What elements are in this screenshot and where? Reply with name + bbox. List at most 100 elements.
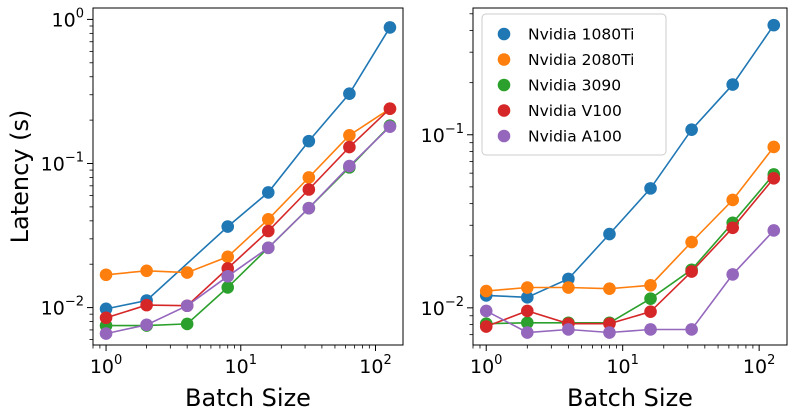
data-point — [767, 224, 781, 237]
legend-label: Nvidia V100 — [528, 102, 622, 120]
data-point — [521, 281, 534, 294]
data-point — [180, 299, 194, 313]
series-line — [486, 173, 775, 325]
data-point — [221, 269, 235, 283]
series-line — [485, 229, 775, 334]
legend-marker — [497, 129, 511, 143]
y-tick-label: 10−2 — [421, 295, 464, 320]
data-point — [685, 323, 698, 336]
data-point — [726, 268, 739, 281]
y-tick-label: 10−2 — [41, 295, 84, 320]
panel-1: 100 101 102 10−2 10−1 100 Batch Size Latency (s… — [6, 6, 404, 412]
data-point — [644, 278, 657, 292]
legend-marker — [497, 104, 511, 117]
data-point — [343, 140, 356, 154]
data-point — [726, 78, 739, 91]
data-point — [479, 320, 493, 333]
y-tick-label: 100 — [52, 6, 84, 31]
legend-box — [481, 13, 667, 156]
data-point — [343, 128, 356, 142]
data-point — [140, 298, 153, 312]
series-nvidia-v100 — [479, 172, 781, 333]
data-point — [562, 281, 575, 294]
data-point — [521, 316, 534, 330]
data-point — [302, 134, 316, 148]
data-point — [99, 327, 113, 340]
data-point — [343, 87, 356, 101]
data-point — [521, 291, 534, 304]
data-point — [221, 281, 235, 294]
x-tick-label: 100 — [470, 353, 502, 378]
data-point — [562, 272, 575, 286]
data-point — [479, 304, 493, 318]
series-nvidia-a100 — [99, 120, 397, 340]
series-line — [106, 108, 391, 276]
data-point — [767, 172, 781, 185]
series-nvidia-2080ti — [479, 140, 781, 298]
data-point — [521, 326, 534, 339]
data-point — [767, 18, 781, 32]
data-point — [644, 323, 657, 336]
data-point — [180, 266, 194, 279]
data-point — [767, 140, 781, 154]
legend-label: Nvidia 2080Ti — [528, 51, 634, 69]
data-point — [726, 221, 739, 235]
plot-frame — [92, 7, 404, 346]
panel-2: 100 101 102 10−2 10−1 Batch Size Nvidia 1080Ti… — [421, 7, 788, 412]
x-tick-label: 101 — [225, 353, 257, 378]
x-tick-label: 101 — [606, 353, 638, 378]
data-point — [99, 311, 113, 325]
data-point — [99, 302, 113, 316]
plot-frame — [472, 7, 788, 346]
data-point — [302, 201, 316, 215]
data-point — [261, 186, 275, 199]
data-point — [644, 305, 657, 319]
series-line — [486, 146, 775, 292]
x-tick-label: 102 — [743, 353, 775, 378]
data-point — [644, 292, 657, 305]
series-line — [485, 177, 775, 328]
legend-marker — [497, 53, 511, 66]
legend-marker — [497, 78, 511, 92]
data-point — [180, 317, 194, 331]
data-point — [343, 159, 356, 173]
series-line — [105, 126, 391, 335]
legend-label: Nvidia A100 — [528, 128, 622, 146]
x-axis-label: Batch Size — [567, 384, 693, 412]
data-point — [261, 241, 275, 255]
data-point — [685, 235, 698, 249]
data-point — [726, 193, 739, 207]
y-axis-label: Latency (s) — [6, 110, 34, 244]
series-nvidia-a100 — [479, 224, 781, 339]
data-point — [603, 282, 616, 296]
data-point — [479, 284, 493, 298]
x-axis-label: Batch Size — [185, 384, 311, 412]
data-point — [685, 265, 698, 278]
data-point — [302, 171, 316, 184]
y-tick-label: 10−1 — [41, 150, 84, 175]
legend-marker — [497, 27, 511, 41]
x-tick-label: 102 — [359, 353, 391, 378]
data-point — [644, 182, 657, 195]
legend: Nvidia 1080Ti Nvidia 2080Ti Nvidia 3090 Nvi… — [481, 13, 667, 156]
data-point — [521, 304, 534, 318]
data-point — [221, 250, 235, 264]
legend-label: Nvidia 1080Ti — [528, 26, 634, 44]
data-point — [383, 102, 397, 116]
data-point — [562, 323, 575, 336]
y-tick-label: 10−1 — [421, 122, 464, 147]
data-point — [261, 224, 275, 238]
series-nvidia-2080ti — [99, 102, 397, 282]
series-line — [105, 108, 391, 319]
data-point — [221, 220, 235, 233]
series-line — [486, 24, 775, 299]
data-point — [140, 318, 153, 332]
data-point — [603, 317, 616, 330]
data-point — [261, 212, 275, 226]
data-point — [99, 268, 113, 282]
data-point — [383, 120, 397, 134]
legend-label: Nvidia 3090 — [528, 77, 621, 95]
data-point — [140, 264, 153, 278]
data-point — [685, 123, 698, 136]
